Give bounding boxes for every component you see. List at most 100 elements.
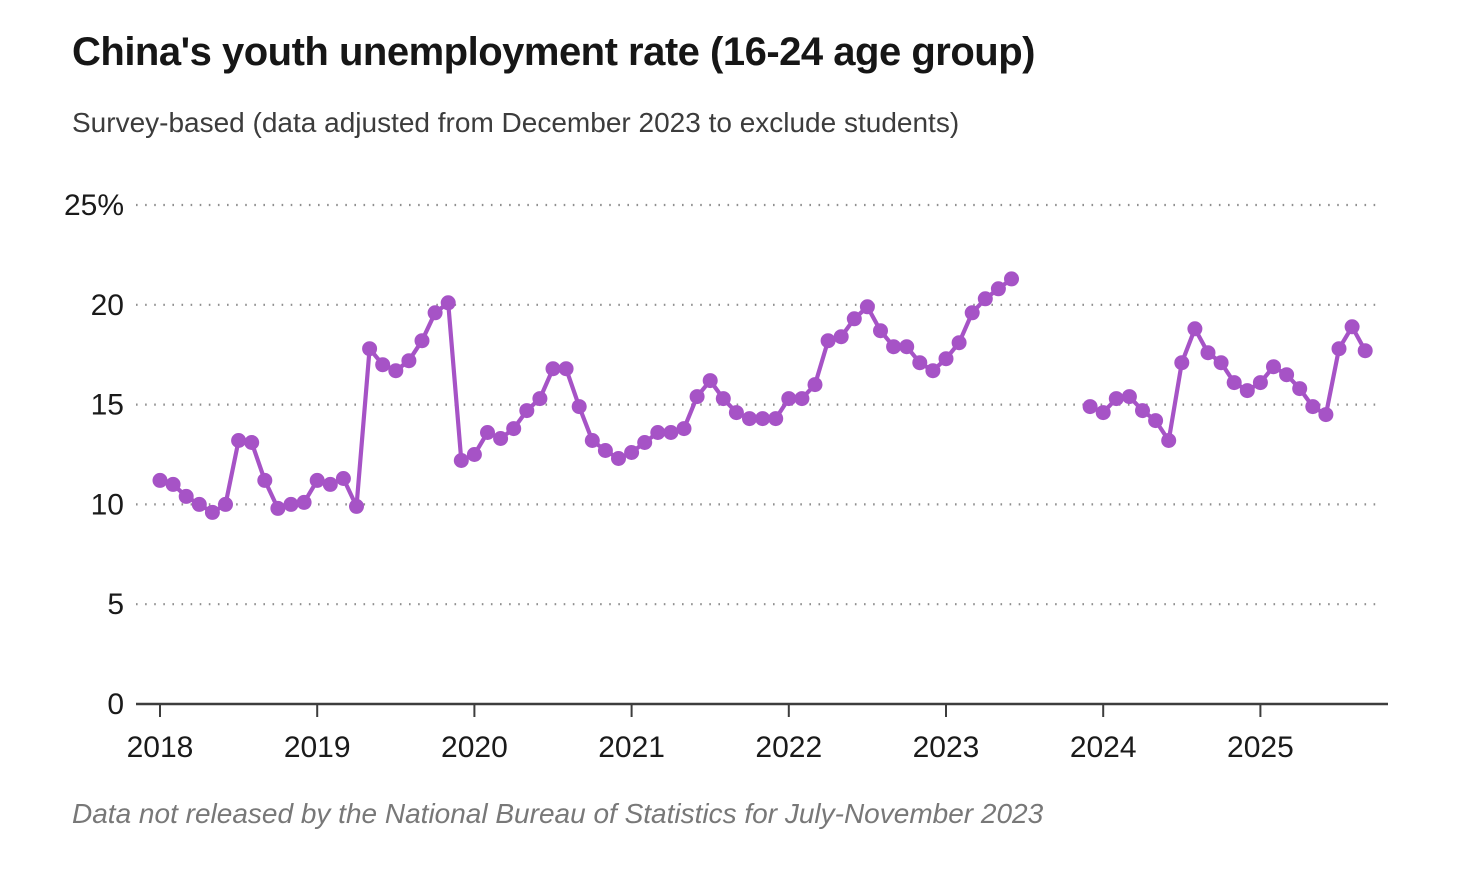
- data-point: [755, 411, 771, 427]
- data-point: [1187, 321, 1203, 337]
- data-point: [663, 425, 679, 440]
- data-point: [938, 351, 954, 367]
- data-point: [1239, 383, 1255, 399]
- y-axis-labels: 0 5 10 15 20 25%: [64, 189, 124, 721]
- chart-title: China's youth unemployment rate (16-24 a…: [72, 30, 1035, 74]
- x-tick-label-2024: 2024: [1070, 731, 1137, 764]
- data-point: [925, 363, 941, 379]
- data-point: [362, 341, 378, 357]
- data-point: [846, 311, 862, 327]
- data-point: [571, 399, 587, 415]
- data-point: [506, 421, 522, 437]
- data-point: [820, 333, 836, 349]
- data-point: [401, 353, 417, 369]
- data-point: [597, 443, 613, 458]
- data-point: [964, 305, 980, 321]
- data-point: [532, 391, 548, 407]
- data-point: [427, 305, 443, 321]
- x-tick-label-2022: 2022: [755, 731, 822, 764]
- x-tick-label-2025: 2025: [1227, 731, 1294, 764]
- data-point: [519, 403, 535, 419]
- data-point: [833, 329, 849, 345]
- data-point: [1252, 375, 1268, 391]
- data-point: [912, 355, 928, 371]
- data-point: [453, 453, 469, 468]
- data-point: [977, 291, 993, 307]
- data-point: [951, 335, 967, 351]
- data-point: [1135, 403, 1150, 419]
- data-point: [1174, 355, 1190, 371]
- data-point: [584, 433, 600, 448]
- data-point: [480, 425, 495, 440]
- x-tick-label-2019: 2019: [284, 731, 351, 764]
- series-line-segment: [157, 276, 1014, 515]
- data-point: [322, 476, 338, 492]
- data-point: [689, 389, 705, 405]
- y-tick-label-15: 15: [91, 389, 124, 422]
- data-point: [990, 281, 1006, 297]
- data-point: [414, 333, 430, 349]
- data-point: [309, 472, 325, 488]
- data-point: [296, 494, 312, 510]
- y-tick-label-10: 10: [91, 488, 124, 521]
- data-point: [886, 339, 902, 355]
- chart-footnote: Data not released by the National Bureau…: [72, 798, 1044, 829]
- data-point: [637, 435, 653, 450]
- y-gridlines: [136, 203, 1382, 606]
- data-point: [650, 425, 666, 440]
- data-point: [1004, 271, 1019, 287]
- data-point: [702, 373, 718, 389]
- data-point: [611, 451, 626, 466]
- data-point: [873, 323, 888, 339]
- data-point: [283, 496, 299, 512]
- data-point: [781, 391, 797, 407]
- data-point: [1226, 375, 1242, 391]
- data-point: [1161, 433, 1177, 448]
- data-point: [178, 488, 194, 504]
- series-line-segment: [1088, 324, 1368, 443]
- data-point: [1331, 341, 1347, 357]
- data-point: [1082, 399, 1098, 415]
- y-tick-label-5: 5: [107, 588, 124, 621]
- data-point: [231, 433, 247, 448]
- x-tick-label-2018: 2018: [127, 731, 194, 764]
- data-point: [204, 504, 220, 520]
- data-point: [1095, 405, 1111, 421]
- data-point: [1121, 389, 1137, 405]
- data-point: [807, 377, 823, 393]
- data-point: [1266, 359, 1281, 375]
- data-point: [715, 391, 731, 407]
- data-point: [1279, 367, 1295, 383]
- chart-subtitle: Survey-based (data adjusted from Decembe…: [72, 107, 960, 138]
- data-point: [1305, 399, 1321, 415]
- x-tick-label-2023: 2023: [913, 731, 980, 764]
- data-series-points: [152, 271, 1373, 520]
- data-point: [165, 476, 181, 492]
- data-point: [1357, 343, 1373, 359]
- data-point: [728, 405, 744, 421]
- data-point: [466, 447, 482, 462]
- y-tick-label-0: 0: [107, 688, 124, 721]
- data-point: [1200, 345, 1216, 361]
- data-point: [545, 361, 561, 377]
- data-point: [558, 361, 574, 377]
- data-point: [742, 411, 757, 427]
- data-point: [1318, 407, 1334, 423]
- data-point: [1344, 319, 1360, 335]
- data-point: [1108, 391, 1124, 407]
- data-point: [899, 339, 915, 355]
- data-point: [191, 496, 207, 512]
- data-point: [375, 357, 391, 373]
- y-tick-label-25: 25%: [64, 189, 124, 222]
- data-point: [1148, 413, 1164, 429]
- data-point: [624, 445, 640, 460]
- data-point: [349, 498, 364, 514]
- data-point: [859, 299, 875, 315]
- data-point: [388, 363, 404, 379]
- x-axis: 2018 2019 2020 2021 2022 2023 2024 2025: [127, 702, 1388, 764]
- data-point: [244, 435, 260, 450]
- data-point: [493, 431, 509, 446]
- data-point: [335, 471, 351, 486]
